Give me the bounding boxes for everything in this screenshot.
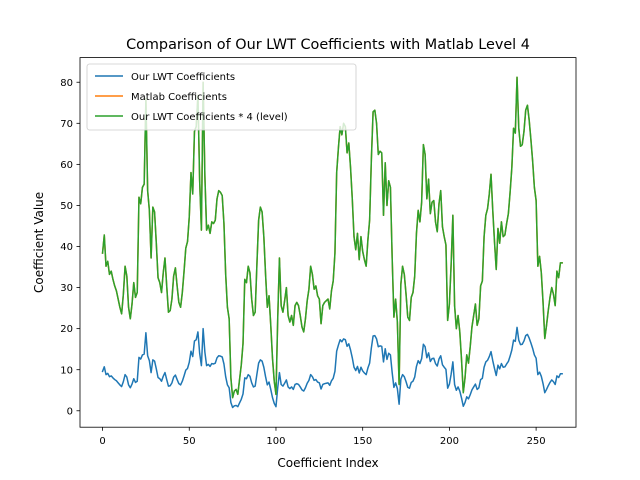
legend-label-2: Our LWT Coefficients * 4 (level) (131, 112, 288, 123)
y-tick-label: 60 (60, 160, 73, 171)
y-tick-label: 30 (60, 283, 73, 294)
y-tick-label: 20 (60, 324, 73, 335)
y-tick-label: 50 (60, 201, 73, 212)
y-tick-label: 0 (67, 406, 73, 417)
legend-label-1: Matlab Coefficients (131, 92, 227, 103)
x-axis: 0 50 100 150 200 250 (99, 427, 546, 447)
chart-title: Comparison of Our LWT Coefficients with … (126, 37, 530, 53)
x-tick-label: 250 (527, 436, 546, 447)
y-axis: 0 10 20 30 40 50 60 70 80 (60, 78, 80, 417)
plot-frame (79, 57, 577, 428)
x-tick-label: 100 (266, 436, 285, 447)
y-tick-label: 80 (60, 78, 73, 89)
legend-box (86, 63, 357, 131)
x-tick-label: 150 (353, 436, 372, 447)
series-line-0 (101, 326, 563, 409)
x-tick-label: 50 (183, 436, 196, 447)
plot-lines (101, 76, 563, 409)
series-line-2 (101, 76, 563, 399)
x-axis-label: Coefficient Index (277, 456, 378, 470)
y-tick-label: 10 (60, 365, 73, 376)
legend: Our LWT Coefficients Matlab Coefficients O… (86, 63, 357, 131)
legend-label-0: Our LWT Coefficients (131, 72, 235, 83)
y-axis-label: Coefficient Value (32, 192, 46, 293)
x-tick-label: 0 (99, 436, 105, 447)
y-tick-label: 40 (60, 242, 73, 253)
x-tick-label: 200 (440, 436, 459, 447)
y-tick-label: 70 (60, 119, 73, 130)
